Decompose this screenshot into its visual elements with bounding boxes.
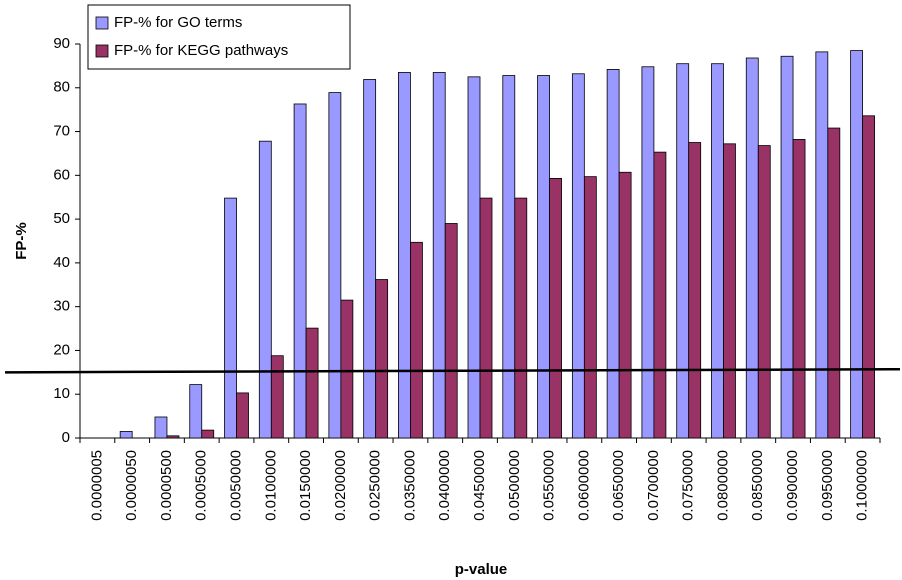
x-tick-label: 0.0400000 [436, 450, 453, 521]
x-tick-label: 0.0200000 [332, 450, 349, 521]
bar [862, 115, 876, 439]
x-tick-label: 0.0850000 [749, 450, 766, 521]
x-tick-label: 0.0800000 [714, 450, 731, 521]
x-tick-label: 0.0050000 [227, 450, 244, 521]
bar [270, 355, 284, 439]
y-axis-title: FP-% [13, 222, 30, 260]
bar [444, 223, 458, 439]
bar [189, 384, 203, 439]
x-tick-label: 0.0600000 [575, 450, 592, 521]
bar [653, 151, 667, 439]
legend-box [87, 4, 351, 70]
bar [745, 57, 759, 439]
x-tick-label: 0.0250000 [367, 450, 384, 521]
bar [224, 197, 237, 439]
bar [549, 177, 562, 439]
y-tick-label: 60 [53, 166, 70, 183]
bar [641, 66, 655, 439]
bar [201, 429, 215, 439]
x-axis-title: p-value [455, 561, 508, 578]
x-tick-label: 0.0150000 [297, 450, 314, 521]
bar [618, 171, 632, 439]
x-tick-label: 0.0900000 [784, 450, 801, 521]
bar [305, 327, 319, 439]
x-tick-label: 0.0100000 [262, 450, 279, 521]
x-tick-label: 0.1000000 [854, 450, 871, 521]
bar [293, 103, 307, 439]
y-tick-label: 80 [53, 79, 70, 96]
bar [340, 299, 354, 439]
legend-label: FP-% for GO terms [114, 14, 242, 31]
x-tick-label: 0.0950000 [819, 450, 836, 521]
bar [711, 63, 724, 439]
bar [154, 416, 168, 439]
bar [606, 68, 620, 439]
bar [537, 75, 550, 439]
bar [571, 73, 585, 439]
legend-swatch [95, 16, 109, 30]
bar [583, 176, 597, 439]
bar [688, 142, 702, 439]
bar [398, 72, 411, 439]
x-tick-label: 0.0550000 [541, 450, 558, 521]
bar [827, 127, 841, 439]
bar [258, 140, 272, 439]
bar [166, 435, 180, 439]
bar [236, 392, 249, 439]
x-tick-label: 0.0450000 [471, 450, 488, 521]
bar [410, 241, 423, 439]
bar [850, 50, 864, 439]
threshold-line [4, 368, 901, 374]
bar [514, 197, 528, 439]
x-tick-label: 0.0650000 [610, 450, 627, 521]
x-tick-label: 0.0750000 [680, 450, 697, 521]
bar [363, 79, 377, 439]
y-tick-label: 50 [53, 210, 70, 227]
bar [375, 279, 389, 439]
y-tick-label: 30 [53, 298, 70, 315]
x-tick-label: 0.0500000 [506, 450, 523, 521]
bar [328, 92, 342, 439]
x-tick-label: 0.0005000 [193, 450, 210, 521]
bar [467, 76, 481, 439]
x-tick-label: 0.0700000 [645, 450, 662, 521]
bar [502, 75, 516, 439]
y-tick-label: 20 [53, 341, 70, 358]
bar [780, 55, 794, 439]
bar [757, 145, 771, 439]
x-tick-label: 0.0350000 [401, 450, 418, 521]
bar [676, 63, 690, 439]
x-tick-label: 0.0000500 [158, 450, 175, 521]
bar [792, 139, 806, 439]
bar [815, 51, 829, 439]
legend-label: FP-% for KEGG pathways [114, 42, 288, 59]
bar [479, 197, 493, 439]
legend-swatch [95, 44, 109, 58]
x-tick-label: 0.0000050 [123, 450, 140, 521]
bar [723, 143, 736, 439]
y-tick-label: 70 [53, 123, 70, 140]
y-tick-label: 90 [53, 35, 70, 52]
bar [119, 431, 133, 439]
y-tick-label: 10 [53, 385, 70, 402]
bar [432, 72, 446, 439]
y-tick-label: 40 [53, 254, 70, 271]
x-tick-label: 0.0000005 [88, 450, 105, 521]
y-tick-label: 0 [62, 429, 70, 446]
